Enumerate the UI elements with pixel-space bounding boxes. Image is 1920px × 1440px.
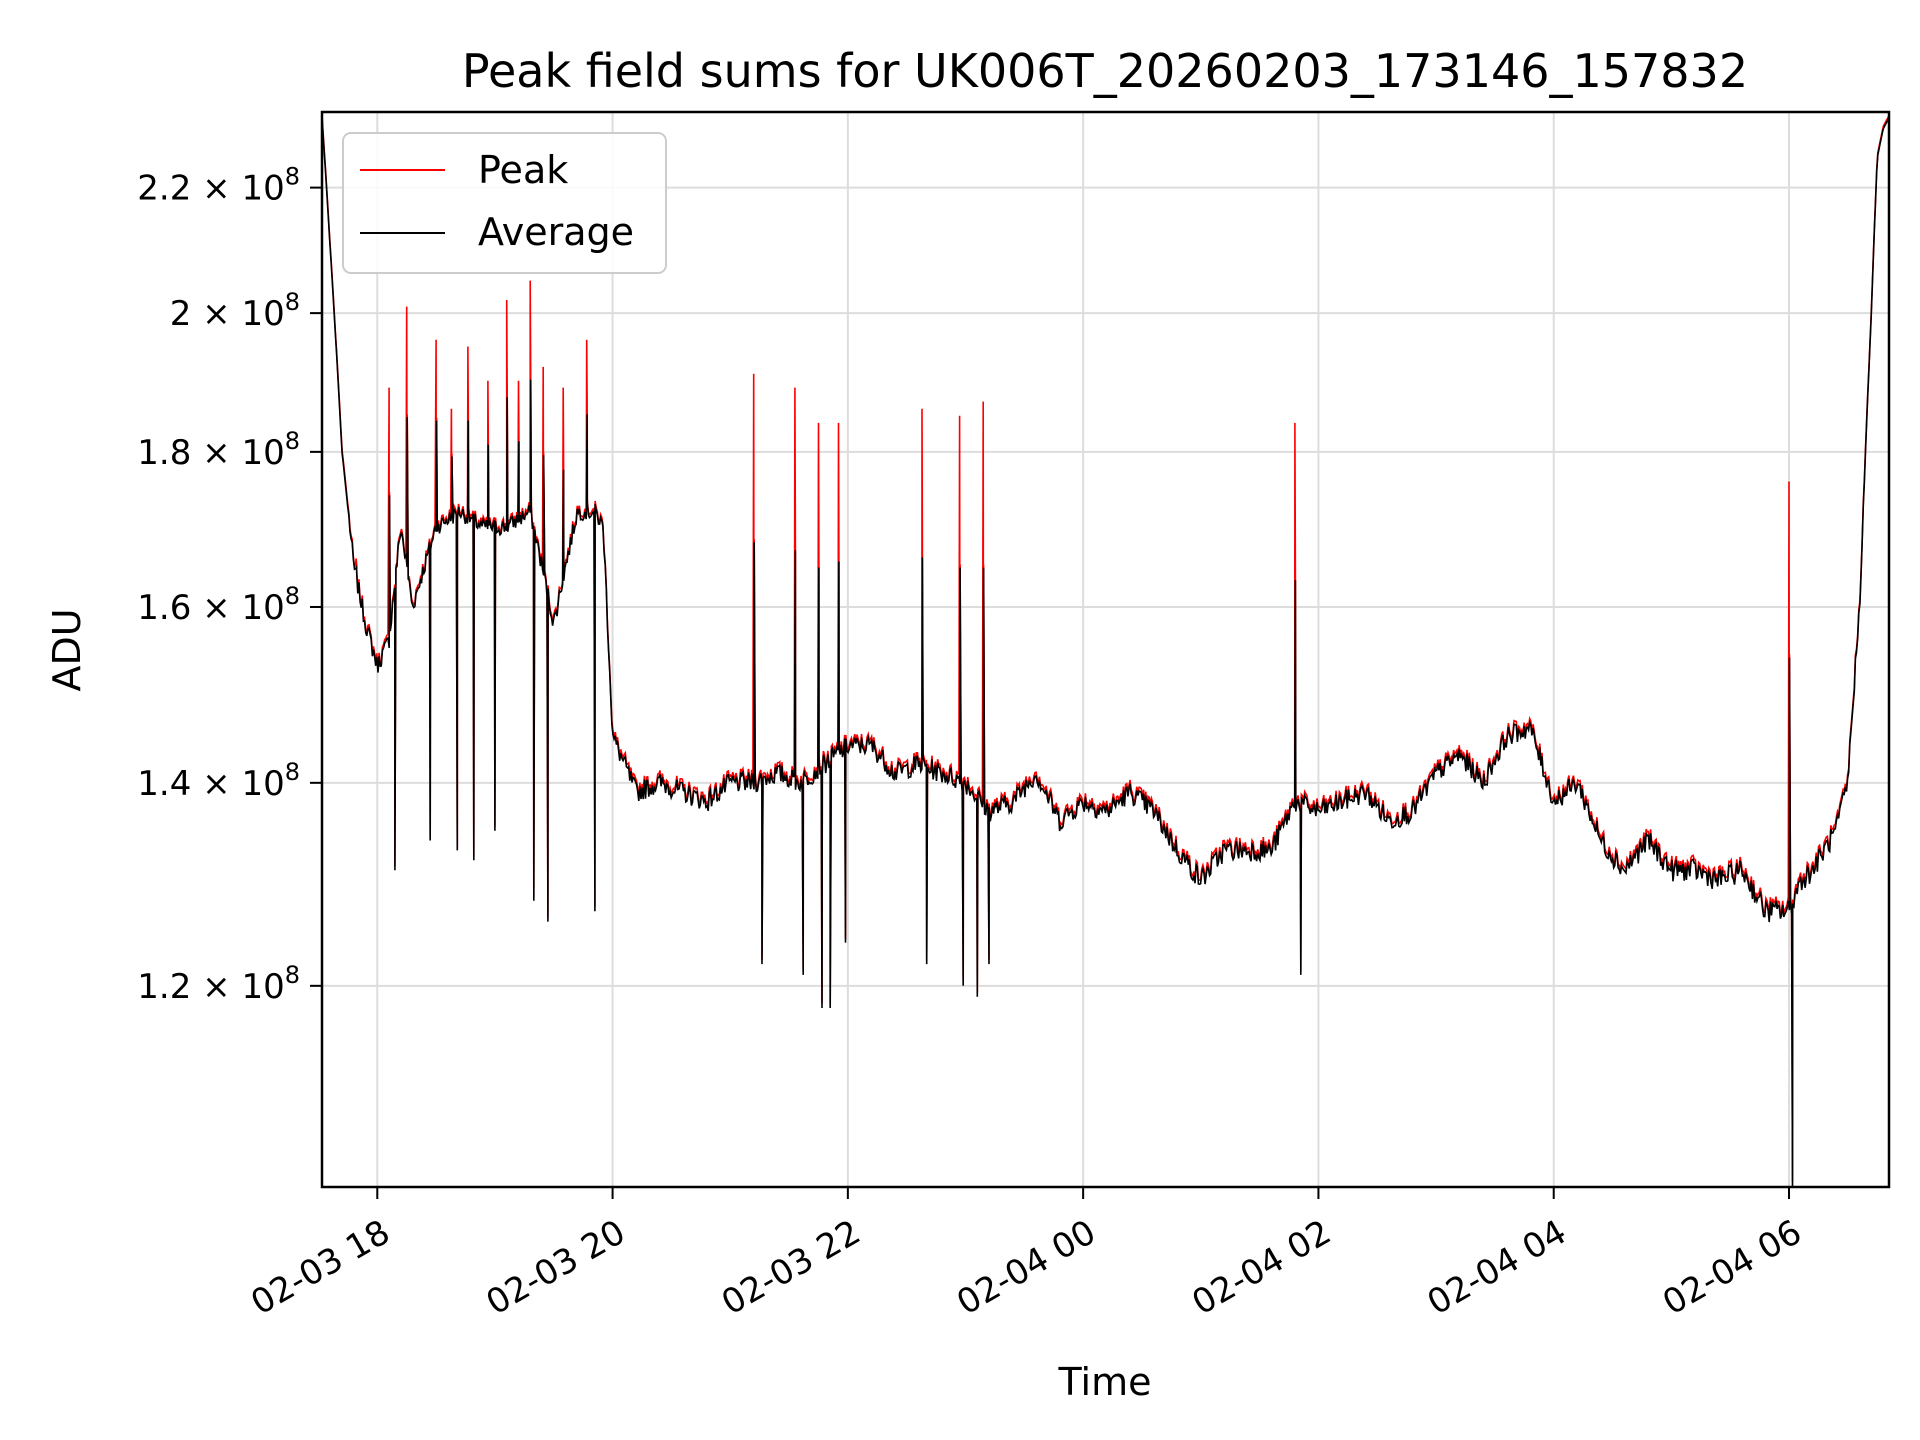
x-axis-label: Time xyxy=(1058,1360,1152,1404)
plot-frame xyxy=(320,110,1891,1189)
y-axis-label: ADU xyxy=(45,608,89,691)
y-axis-ticks: 1.2 × 108 1.4 × 108 1.6 × 108 1.8 × 108 2 × … xyxy=(137,163,322,1007)
y-tick-label: 1.6 × 108 xyxy=(137,582,300,628)
y-tick-label: 2.2 × 108 xyxy=(137,163,300,209)
legend-peak-label: Peak xyxy=(478,148,568,192)
y-tick-label: 1.4 × 108 xyxy=(137,758,300,804)
chart-title: Peak field sums for UK006T_20260203_1731… xyxy=(462,44,1748,98)
y-tick-label: 1.2 × 108 xyxy=(137,961,300,1007)
y-tick-label: 1.8 × 108 xyxy=(137,427,300,473)
legend-average-label: Average xyxy=(478,210,634,254)
legend-box xyxy=(342,132,667,274)
series-average-line xyxy=(322,117,1889,1187)
y-tick-label: 2 × 108 xyxy=(170,288,300,334)
grid xyxy=(322,112,1889,1187)
legend: Peak Average xyxy=(342,132,667,274)
series-group xyxy=(322,115,1889,1187)
